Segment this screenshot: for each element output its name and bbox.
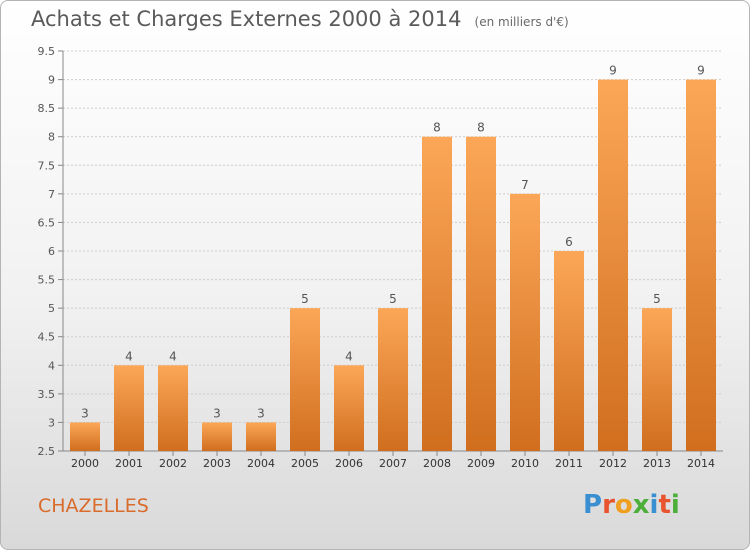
data-label-2004: 3 xyxy=(257,406,265,420)
data-label-2006: 4 xyxy=(345,349,353,363)
y-tick-label: 9.5 xyxy=(38,45,56,58)
bar-2013 xyxy=(642,308,672,451)
data-label-2002: 4 xyxy=(169,349,177,363)
bar-2008 xyxy=(422,136,452,451)
logo-letter: i xyxy=(670,490,680,520)
x-tick-label-2010: 2010 xyxy=(511,457,539,470)
y-tick-label: 5 xyxy=(48,302,55,315)
x-tick-label-2003: 2003 xyxy=(203,457,231,470)
x-tick-label-2001: 2001 xyxy=(115,457,143,470)
y-tick-label: 3 xyxy=(48,416,55,429)
bar-2010 xyxy=(510,193,540,451)
bar-2002 xyxy=(158,365,188,451)
bar-2011 xyxy=(554,251,584,451)
y-tick-label: 2.5 xyxy=(38,445,56,458)
y-tick-label: 8 xyxy=(48,131,55,144)
bars xyxy=(70,79,716,452)
x-tick-label-2008: 2008 xyxy=(423,457,451,470)
chart-subtitle: (en milliers d'€) xyxy=(474,15,569,29)
bar-2007 xyxy=(378,308,408,451)
x-tick-label-2004: 2004 xyxy=(247,457,275,470)
y-tick-label: 8.5 xyxy=(38,102,56,115)
bar-2003 xyxy=(202,422,232,451)
bar-2014 xyxy=(686,79,716,452)
chart-title: Achats et Charges Externes 2000 à 2014 xyxy=(31,7,462,31)
data-label-2010: 7 xyxy=(521,178,529,192)
x-tick-label-2012: 2012 xyxy=(599,457,627,470)
x-tick-label-2009: 2009 xyxy=(467,457,495,470)
y-tick-label: 6 xyxy=(48,245,55,258)
logo-letter: o xyxy=(614,490,633,520)
bar-2012 xyxy=(598,79,628,452)
y-tick-labels: 2.5 3 3.5 4 4.5 5 5.5 6 6.5 7 7.5 8 8.5 9 9.5 xyxy=(38,45,56,458)
proxiti-logo[interactable]: Proxiti xyxy=(583,490,680,520)
data-label-2014: 9 xyxy=(697,64,705,78)
data-label-2009: 8 xyxy=(477,121,485,135)
bar-2004 xyxy=(246,422,276,451)
y-tick-label: 5.5 xyxy=(38,274,56,287)
data-label-2011: 6 xyxy=(565,235,573,249)
x-tick-label-2007: 2007 xyxy=(379,457,407,470)
y-tick-label: 4 xyxy=(48,359,55,372)
data-label-2003: 3 xyxy=(213,406,221,420)
bar-2001 xyxy=(114,365,144,451)
bar-2009 xyxy=(466,136,496,451)
x-tick-label-2014: 2014 xyxy=(687,457,715,470)
commune-name: CHAZELLES xyxy=(38,495,149,517)
x-tick-label-2013: 2013 xyxy=(643,457,671,470)
y-tick-label: 4.5 xyxy=(38,331,56,344)
y-tick-label: 6.5 xyxy=(38,216,56,229)
bar-2000 xyxy=(70,422,100,451)
data-label-2012: 9 xyxy=(609,64,617,78)
x-tick-label-2011: 2011 xyxy=(555,457,583,470)
bar-2005 xyxy=(290,308,320,451)
logo-letter: P xyxy=(583,490,603,520)
y-tick-label: 3.5 xyxy=(38,388,56,401)
logo-letter: x xyxy=(632,490,650,520)
y-tick-label: 7.5 xyxy=(38,159,56,172)
logo-letter: r xyxy=(602,490,615,520)
data-label-2000: 3 xyxy=(81,406,89,420)
x-tick-label-2006: 2006 xyxy=(335,457,363,470)
title-block: Achats et Charges Externes 2000 à 2014 (… xyxy=(31,7,569,31)
logo-letter: i xyxy=(649,490,659,520)
data-label-2008: 8 xyxy=(433,121,441,135)
logo-letter: t xyxy=(658,490,671,520)
y-tick-label: 9 xyxy=(48,74,55,87)
x-tick-label-2005: 2005 xyxy=(291,457,319,470)
y-tick-label: 7 xyxy=(48,188,55,201)
bar-2006 xyxy=(334,365,364,451)
data-labels: 3 4 4 3 3 5 4 5 8 8 7 6 9 5 9 xyxy=(81,64,705,421)
x-tick-label-2000: 2000 xyxy=(71,457,99,470)
data-label-2007: 5 xyxy=(389,292,397,306)
data-label-2013: 5 xyxy=(653,292,661,306)
x-tick-label-2002: 2002 xyxy=(159,457,187,470)
data-label-2001: 4 xyxy=(125,349,133,363)
x-tick-labels: 2000 2001 2002 2003 2004 2005 2006 2007 2008 2009… xyxy=(71,457,715,470)
data-label-2005: 5 xyxy=(301,292,309,306)
